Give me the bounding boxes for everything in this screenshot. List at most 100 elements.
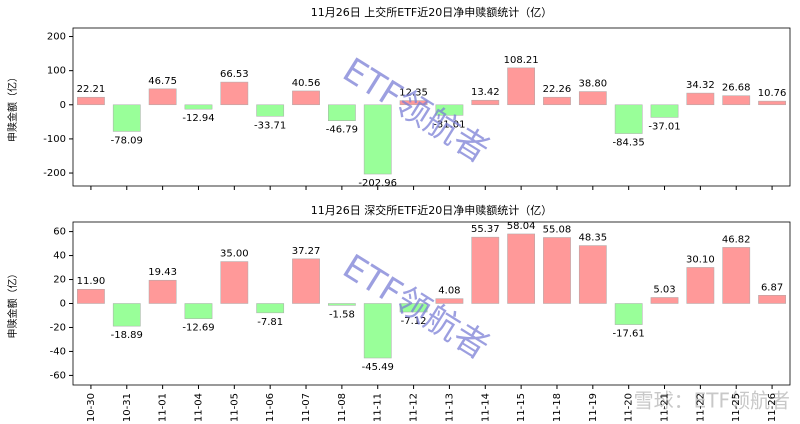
value-label: 4.08: [438, 286, 460, 297]
bar: [399, 303, 428, 313]
value-label: -18.89: [111, 330, 143, 341]
bar: [292, 90, 320, 106]
value-label: 46.82: [722, 234, 751, 245]
value-label: 19.43: [148, 267, 177, 278]
bar: [148, 279, 177, 304]
plot-frame: [72, 27, 791, 187]
y-axis-label: 申赎金额（亿）: [6, 269, 19, 339]
y-tick-label: -20: [50, 322, 66, 333]
value-label: 11.90: [77, 276, 106, 287]
y-tick-label: -60: [50, 370, 66, 381]
value-label: 46.75: [148, 76, 177, 87]
value-label: 55.37: [471, 224, 500, 235]
bar: [614, 104, 643, 134]
bar: [507, 233, 535, 304]
bar: [543, 96, 571, 106]
value-label: 6.87: [761, 282, 783, 293]
chart-title: 11月26日 深交所ETF近20日净申赎额统计（亿）: [311, 203, 552, 217]
value-label: 108.21: [504, 55, 539, 66]
bar: [184, 303, 213, 319]
bar: [435, 104, 464, 116]
bar: [758, 100, 786, 106]
value-label: -84.35: [613, 138, 645, 149]
value-label: 66.53: [220, 69, 249, 80]
bar: [650, 104, 679, 118]
x-tick-label: 10-30: [86, 393, 97, 422]
value-label: 22.21: [77, 84, 106, 95]
x-tick-label: 11-08: [337, 393, 348, 422]
bar: [578, 245, 607, 304]
value-label: -202.96: [358, 178, 397, 189]
value-label: -17.61: [613, 329, 645, 340]
bar: [184, 104, 213, 110]
bar: [256, 104, 285, 117]
value-label: -1.58: [329, 309, 355, 320]
value-label: 55.08: [543, 224, 572, 235]
value-label: -46.79: [326, 125, 358, 136]
y-tick-label: 20: [53, 275, 66, 286]
bar: [292, 258, 320, 304]
y-tick-label: 0: [60, 100, 66, 111]
value-label: -31.01: [433, 119, 465, 130]
chart-title: 11月26日 上交所ETF近20日净申赎额统计（亿）: [311, 5, 552, 19]
value-label: 26.68: [722, 83, 751, 94]
bar: [686, 267, 715, 304]
bar: [399, 100, 428, 106]
value-label: 35.00: [220, 249, 249, 260]
x-tick-label: 11-18: [552, 393, 563, 422]
value-label: 10.76: [758, 88, 787, 99]
value-label: -7.12: [401, 316, 427, 327]
y-tick-label: -100: [43, 134, 66, 145]
x-tick-label: 11-21: [660, 393, 671, 422]
x-tick-label: 11-25: [731, 393, 742, 422]
bar: [435, 298, 464, 304]
bar: [578, 91, 607, 106]
value-label: -12.94: [182, 113, 214, 124]
y-axis-label: 申赎金额（亿）: [6, 72, 19, 142]
x-tick-label: 11-15: [516, 393, 527, 422]
bar: [220, 81, 249, 106]
x-tick-label: 11-06: [265, 393, 276, 422]
bar: [543, 237, 571, 304]
y-tick-label: 100: [47, 66, 66, 77]
value-label: 12.35: [399, 88, 428, 99]
x-tick-label: 11-26: [767, 393, 778, 422]
bar: [77, 96, 105, 106]
bar: [220, 261, 249, 304]
value-label: 58.04: [507, 221, 536, 232]
x-tick-label: 11-07: [301, 393, 312, 422]
value-label: 37.27: [292, 246, 321, 257]
value-label: 34.32: [686, 80, 715, 91]
bar: [112, 104, 141, 132]
bar: [363, 303, 392, 359]
bar: [77, 288, 105, 304]
x-tick-label: 11-04: [193, 393, 204, 422]
bar: [112, 303, 141, 327]
value-label: 5.03: [653, 284, 675, 295]
bar: [686, 92, 715, 106]
bar: [328, 303, 356, 306]
value-label: -12.69: [182, 323, 214, 334]
x-tick-label: 11-05: [229, 393, 240, 422]
value-label: -33.71: [254, 120, 286, 131]
bar: [758, 295, 786, 304]
bar: [722, 247, 751, 304]
value-label: -45.49: [362, 362, 394, 373]
value-label: 48.35: [579, 233, 608, 244]
bar: [507, 67, 535, 106]
x-tick-label: 11-14: [480, 393, 491, 422]
x-tick-label: 11-11: [373, 393, 384, 422]
bar: [650, 297, 679, 304]
y-tick-label: 200: [47, 32, 66, 43]
value-label: -78.09: [111, 135, 143, 146]
y-tick-label: 40: [53, 251, 66, 262]
bar: [328, 104, 356, 121]
bar: [148, 88, 177, 106]
footer-watermark: 雪球：ETF领航者: [634, 389, 790, 413]
bar: [722, 95, 751, 106]
y-tick-label: 0: [60, 299, 66, 310]
bar: [471, 236, 500, 304]
value-label: 30.10: [686, 254, 715, 265]
x-tick-label: 11-13: [444, 393, 455, 422]
